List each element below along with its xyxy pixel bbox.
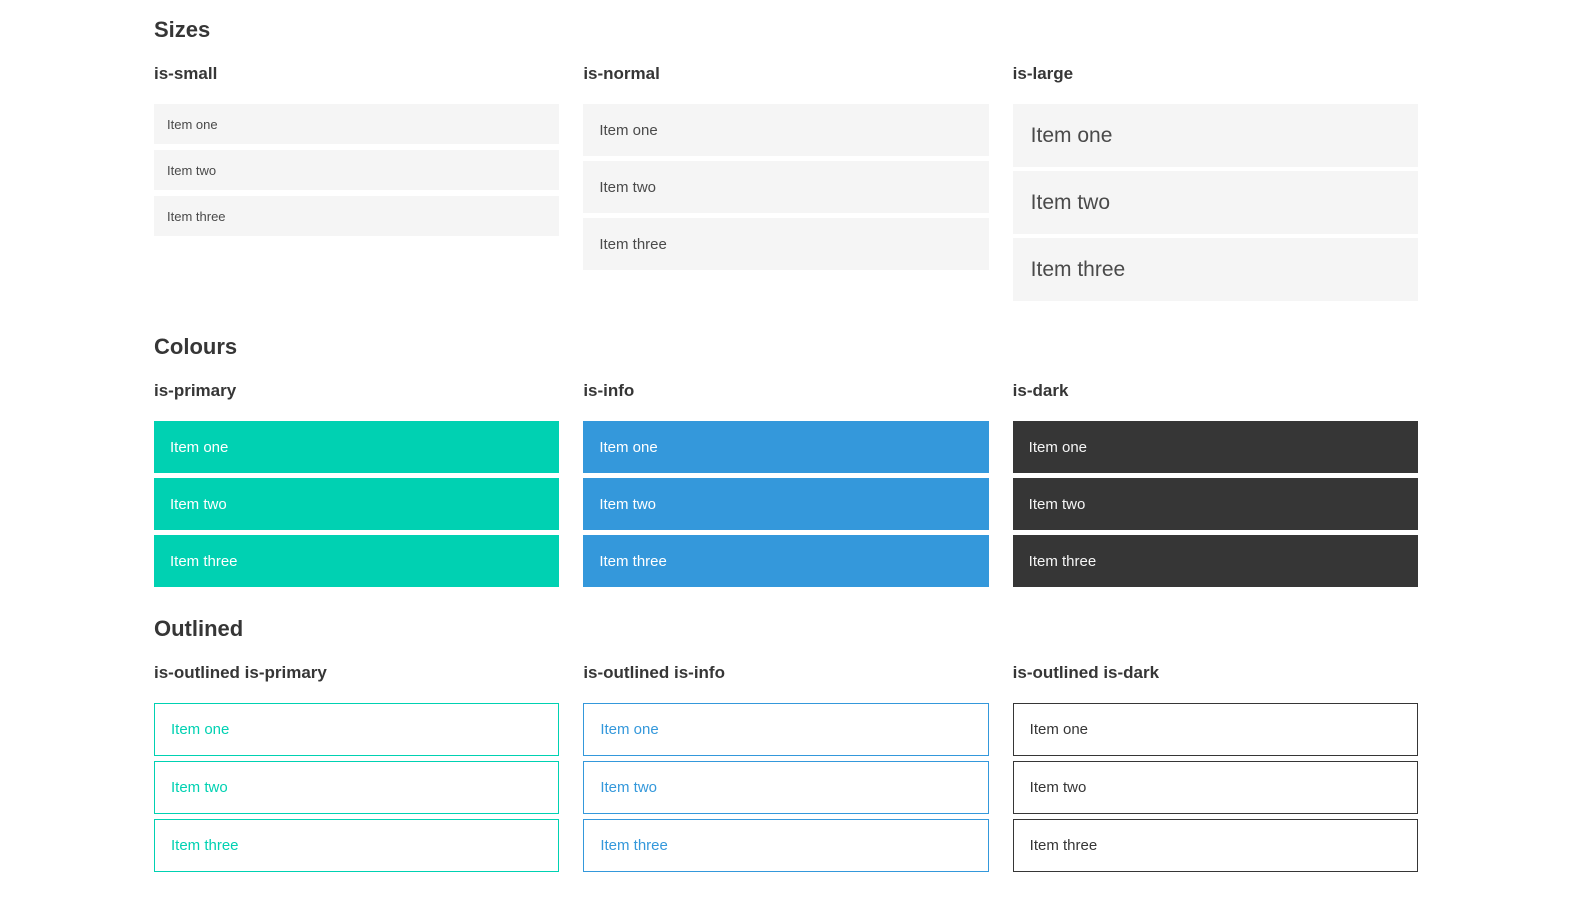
list-item[interactable]: Item three [154,535,560,587]
group-is-primary: is-primary Item one Item two Item three [154,381,560,587]
section-title-outlined: Outlined [154,616,244,641]
list-item[interactable]: Item three [154,196,560,236]
section-title-sizes: Sizes [154,17,211,42]
list-item[interactable]: Item two [1012,478,1418,530]
list-item[interactable]: Item one [154,421,560,473]
item-list-primary: Item one Item two Item three [154,421,560,587]
group-label-is-outlined-is-primary: is-outlined is-primary [154,663,327,682]
group-is-dark: is-dark Item one Item two Item three [1012,381,1418,587]
page-content: Sizes is-small Item one Item two Item th… [154,16,1418,877]
group-label-is-dark: is-dark [1012,381,1069,400]
list-item[interactable]: Item three [583,535,989,587]
list-item[interactable]: Item two [154,478,560,530]
item-list-outlined-primary: Item one Item two Item three [154,703,560,872]
item-list-dark: Item one Item two Item three [1012,421,1418,587]
group-is-large: is-large Item one Item two Item three [1012,64,1418,305]
group-is-normal: is-normal Item one Item two Item three [583,64,989,270]
sizes-groups: is-small Item one Item two Item three is… [154,64,1418,305]
group-label-is-outlined-is-dark: is-outlined is-dark [1012,663,1160,682]
group-label-is-normal: is-normal [583,64,660,83]
list-item[interactable]: Item one [1012,104,1418,167]
group-is-outlined-is-dark: is-outlined is-dark Item one Item two It… [1012,663,1418,877]
list-item[interactable]: Item three [1012,535,1418,587]
list-item[interactable]: Item one [1012,421,1418,473]
list-item[interactable]: Item one [583,703,989,756]
list-item[interactable]: Item three [1012,238,1418,301]
outlined-groups: is-outlined is-primary Item one Item two… [154,663,1418,877]
item-list-large: Item one Item two Item three [1012,104,1418,301]
section-title-colours: Colours [154,334,238,359]
section-outlined: Outlined is-outlined is-primary Item one… [154,615,1418,877]
list-item[interactable]: Item two [1012,171,1418,234]
group-label-is-large: is-large [1012,64,1074,83]
list-item[interactable]: Item one [154,104,560,144]
group-is-info: is-info Item one Item two Item three [583,381,989,587]
list-item[interactable]: Item two [583,478,989,530]
item-list-info: Item one Item two Item three [583,421,989,587]
list-item[interactable]: Item three [583,218,989,270]
list-item[interactable]: Item three [1012,819,1418,872]
section-sizes: Sizes is-small Item one Item two Item th… [154,16,1418,305]
colours-groups: is-primary Item one Item two Item three … [154,381,1418,587]
section-colours: Colours is-primary Item one Item two Ite… [154,333,1418,587]
list-item[interactable]: Item two [583,761,989,814]
group-is-outlined-is-primary: is-outlined is-primary Item one Item two… [154,663,560,877]
group-is-small: is-small Item one Item two Item three [154,64,560,242]
group-is-outlined-is-info: is-outlined is-info Item one Item two It… [583,663,989,877]
list-item[interactable]: Item one [583,104,989,156]
item-list-normal: Item one Item two Item three [583,104,989,270]
list-item[interactable]: Item two [1012,761,1418,814]
list-item[interactable]: Item one [154,703,560,756]
list-item[interactable]: Item three [583,819,989,872]
list-item[interactable]: Item three [154,819,560,872]
group-label-is-small: is-small [154,64,218,83]
list-item[interactable]: Item two [583,161,989,213]
group-label-is-outlined-is-info: is-outlined is-info [583,663,725,682]
list-item[interactable]: Item two [154,150,560,190]
list-item[interactable]: Item two [154,761,560,814]
list-item[interactable]: Item one [1012,703,1418,756]
group-label-is-primary: is-primary [154,381,237,400]
group-label-is-info: is-info [583,381,635,400]
item-list-outlined-info: Item one Item two Item three [583,703,989,872]
item-list-small: Item one Item two Item three [154,104,560,236]
item-list-outlined-dark: Item one Item two Item three [1012,703,1418,872]
list-item[interactable]: Item one [583,421,989,473]
